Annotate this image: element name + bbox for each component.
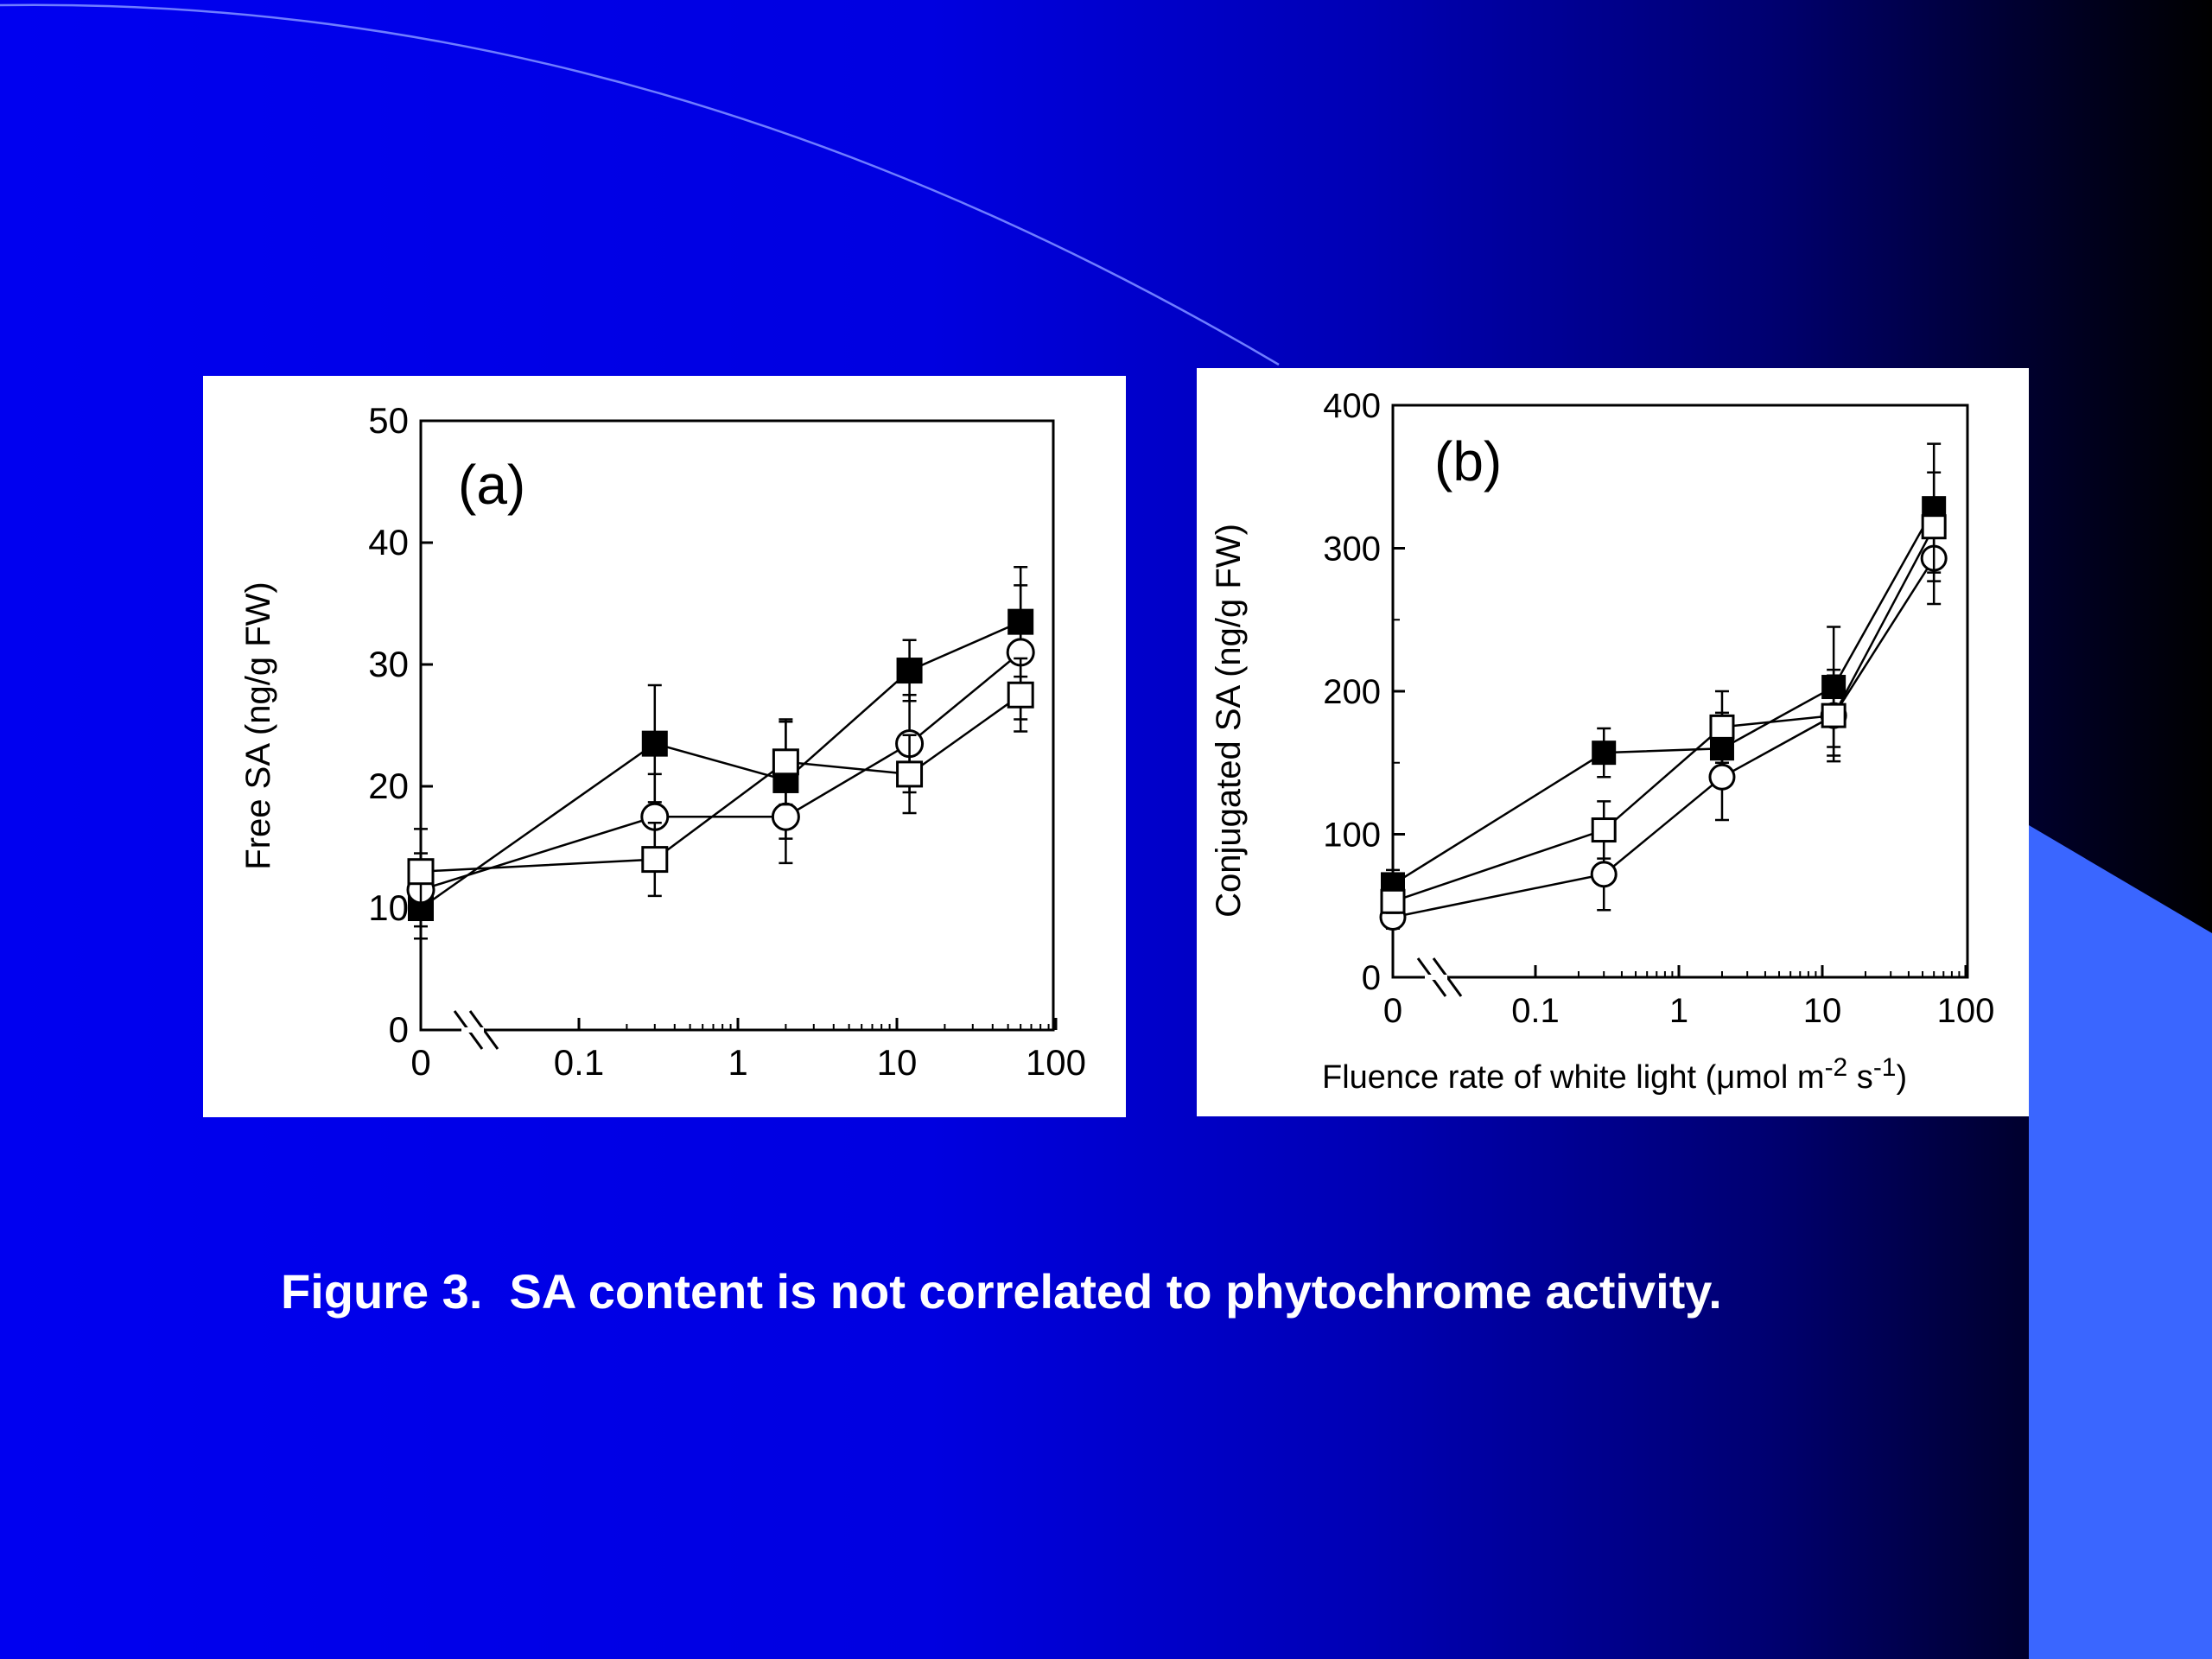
data-point <box>1007 681 1034 709</box>
y-tick-label: 40 <box>368 522 409 563</box>
axis-ticks-b: 0 100 200 300 400 0 0.1 1 10 100 <box>1323 387 1994 1030</box>
chart-panel-a: (a) Free SA (ng/g FW) 0 10 20 30 40 50 0 0.1 1 10… <box>203 376 1126 1117</box>
arc-line <box>0 3 1280 366</box>
series-open-square <box>1380 471 1947 914</box>
series-filled-square <box>1381 442 1947 900</box>
x-tick-label: 0 <box>410 1042 430 1083</box>
data-point <box>407 858 435 886</box>
series-line <box>1392 507 1936 886</box>
series-open-circle <box>406 584 1035 928</box>
series-group-a <box>406 565 1035 940</box>
y-tick-label: 200 <box>1323 673 1381 711</box>
data-point <box>1821 702 1847 728</box>
series-group-b <box>1379 442 1948 931</box>
chart-b-svg: (b) Conjugated SA (ng/g FW) Fluence rate… <box>1210 387 1994 1096</box>
series-line <box>1392 526 1936 903</box>
data-point <box>771 802 800 831</box>
data-point <box>641 730 668 757</box>
x-tick-label: 0.1 <box>554 1042 604 1083</box>
x-axis-label-b: Fluence rate of white light (μmol m-2 s-… <box>1322 1053 1907 1096</box>
axis-break-gap <box>1425 975 1447 980</box>
x-tick-label: 10 <box>1803 992 1842 1030</box>
data-point <box>1709 714 1735 740</box>
y-tick-label: 0 <box>389 1009 409 1050</box>
y-axis-label-a: Free SA (ng/g FW) <box>239 582 277 869</box>
data-point <box>1708 763 1736 791</box>
x-tick-label: 1 <box>728 1042 747 1083</box>
series-line <box>1392 557 1936 918</box>
y-tick-label: 30 <box>368 644 409 684</box>
y-tick-label: 400 <box>1323 387 1381 425</box>
data-point <box>772 748 799 776</box>
panel-label-b: (b) <box>1434 430 1502 493</box>
data-point <box>896 658 923 684</box>
y-tick-label: 100 <box>1323 817 1381 855</box>
series-line <box>420 651 1021 892</box>
y-axis-label-b: Conjugated SA (ng/g FW) <box>1210 524 1248 918</box>
y-tick-label: 20 <box>368 766 409 806</box>
y-tick-label: 0 <box>1362 959 1381 997</box>
x-tick-label: 1 <box>1669 992 1688 1030</box>
axis-break-gap <box>461 1027 484 1033</box>
x-tick-label: 100 <box>1026 1042 1086 1083</box>
series-line <box>420 620 1021 910</box>
axis-ticks-a: 0 10 20 30 40 50 0 0.1 1 10 100 <box>368 400 1086 1083</box>
x-tick-label: 0.1 <box>1511 992 1560 1030</box>
x-tick-label: 100 <box>1937 992 1995 1030</box>
x-tick-label: 0 <box>1383 992 1402 1030</box>
data-point <box>896 760 924 788</box>
data-point <box>1590 861 1618 888</box>
y-tick-label: 50 <box>368 400 409 441</box>
panel-label-a: (a) <box>458 454 525 516</box>
chart-a-svg: (a) Free SA (ng/g FW) 0 10 20 30 40 50 0 0.1 1 10… <box>239 400 1086 1083</box>
series-open-circle <box>1379 511 1948 931</box>
x-tick-label: 10 <box>877 1042 918 1083</box>
figure-caption: Figure 3. SA content is not correlated t… <box>281 1264 1722 1319</box>
y-tick-label: 10 <box>368 887 409 928</box>
data-point <box>1921 514 1947 540</box>
chart-panel-b: (b) Conjugated SA (ng/g FW) Fluence rate… <box>1197 368 2029 1116</box>
data-point <box>1380 888 1406 914</box>
data-point <box>1592 741 1617 766</box>
data-point <box>641 846 669 874</box>
accent-shape <box>2029 825 2212 1659</box>
y-tick-label: 300 <box>1323 531 1381 569</box>
series-open-square <box>407 657 1034 916</box>
data-point <box>1591 817 1617 843</box>
